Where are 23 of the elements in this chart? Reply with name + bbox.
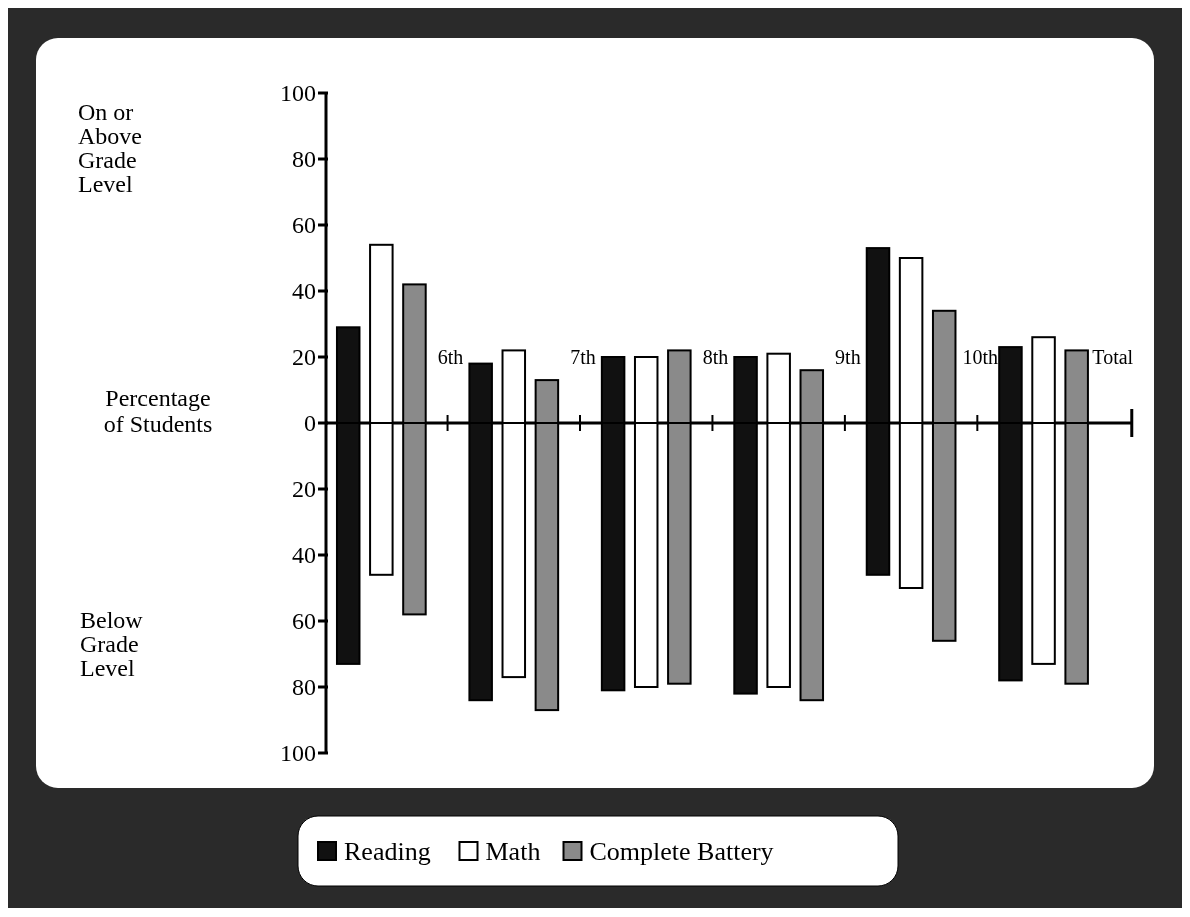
y-tick-label: 60 [292,212,316,239]
y-tick-label: 40 [292,278,316,305]
y-tick-label: 80 [292,674,316,701]
text: On or Above Grade Level [78,99,142,197]
y-tick-label: 100 [280,740,316,767]
legend-label: Math [485,837,541,867]
y-axis-title: Percentage of Students [103,385,213,437]
y-tick-label: 20 [292,344,316,371]
legend-label: Complete Battery [589,837,774,867]
y-tick-label: 40 [292,542,316,569]
y-tick-label: 20 [292,476,316,503]
text: Below Grade Level [80,607,144,681]
y-tick-label: 80 [292,146,316,173]
legend-label: Reading [344,837,431,867]
x-tick-label: 8th [702,346,729,368]
y-tick-label: 0 [304,410,316,437]
x-tick-label: 7th [570,346,596,368]
y-tick-label: 60 [292,608,316,635]
y-tick-label: 100 [280,80,316,107]
x-tick-label: 9th [835,346,861,368]
x-tick-label: 6th [437,346,464,368]
x-tick-label: Total [1092,346,1134,368]
x-tick-label: 10th [962,346,999,368]
